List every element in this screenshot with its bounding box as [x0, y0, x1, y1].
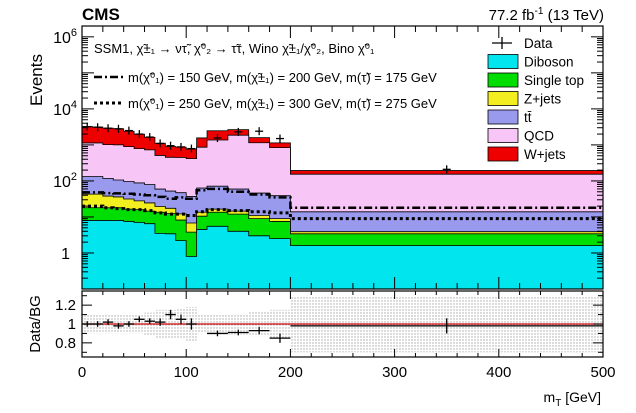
main-y-axis: 1 102 104 106 [53, 25, 603, 290]
legend-label: tt̄ [524, 110, 532, 125]
x-axis-title: mT [GeV] [544, 389, 601, 409]
signal-description: SSM1, χ̃±₁ → ντ̃, χ̃⁰₂ → τ̃τ, Wino χ̃±₁/… [94, 41, 375, 56]
y-tick-label: 104 [53, 99, 77, 119]
signal-group [82, 187, 603, 221]
legend-label: QCD [524, 129, 554, 144]
legend-label: Z+jets [524, 92, 561, 107]
ratio-x-axis: 0 100 200 300 400 500 [78, 291, 616, 381]
ratio-y-tick-label: 1 [68, 316, 76, 333]
x-tick-label: 300 [382, 364, 407, 381]
y-tick-label: 1 [61, 246, 70, 263]
experiment-label: CMS [82, 5, 120, 24]
ratio-points-group [82, 309, 603, 343]
signal-sig1 [82, 187, 603, 210]
legend-swatch-qcd [487, 128, 519, 143]
stack-diboson [82, 220, 603, 289]
legend-swatch-singletop [487, 72, 519, 88]
legend-label: Data [524, 36, 553, 51]
legend-label: Single top [524, 73, 584, 88]
lumi-label: 77.2 fb-1 (13 TeV) [489, 6, 604, 24]
ratio-y-axis-title: Data/BG [27, 295, 44, 353]
ratio-y-tick-label: 0.8 [55, 335, 76, 352]
legend-swatch-diboson [487, 54, 519, 69]
y-tick-label: 106 [53, 27, 77, 47]
signal-sig2 [82, 204, 603, 221]
y-axis-title: Events [27, 54, 46, 106]
x-tick-label: 500 [590, 364, 615, 381]
x-tick-label: 100 [174, 364, 199, 381]
ratio-y-axis: 0.8 1 1.2 [55, 295, 603, 353]
main-x-ticks [81, 26, 604, 289]
sig1-legend-label: m(χ̃⁰₁) = 150 GeV, m(χ̃±₁) = 200 GeV, m(… [128, 70, 437, 85]
legend-swatch-zjets [487, 91, 519, 106]
main-frame [81, 25, 604, 290]
ratio-y-tick-label: 1.2 [55, 297, 76, 314]
legend-label: W+jets [524, 147, 566, 162]
x-tick-label: 200 [278, 364, 303, 381]
legend: Data Diboson Single top Z+jets tt̄ QCD W+jets [487, 36, 584, 162]
ratio-panel: 0.8 1 1.2 0 100 200 300 400 500 [55, 290, 616, 381]
x-tick-label: 0 [78, 364, 86, 381]
x-tick-label: 400 [486, 364, 511, 381]
main-panel: 1 102 104 106 [53, 25, 604, 290]
legend-swatch-tt [487, 109, 519, 125]
sig2-legend-label: m(χ̃⁰₁) = 250 GeV, m(χ̃±₁) = 300 GeV, m(… [128, 96, 437, 111]
stack-group [82, 126, 603, 289]
data-group [83, 122, 451, 174]
legend-label: Diboson [524, 55, 574, 70]
legend-swatch-wjets [487, 146, 519, 162]
y-tick-label: 102 [53, 171, 77, 191]
